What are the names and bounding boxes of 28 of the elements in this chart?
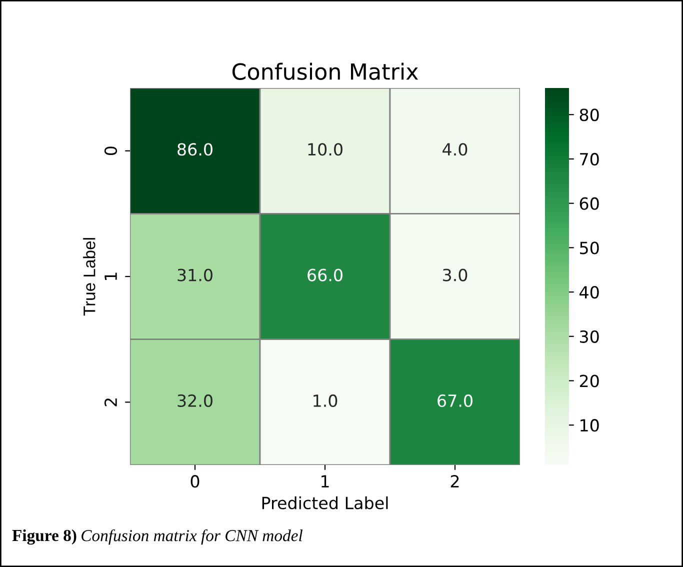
color-bar-label: 20 [580, 374, 599, 388]
color-bar-label: 40 [580, 286, 599, 299]
data-label: 67.0 [438, 394, 472, 408]
x-tick-label: 2 [450, 475, 459, 488]
x-tick-label: 1 [322, 475, 329, 488]
data-label: 1.0 [314, 394, 338, 408]
data-label: 66.0 [308, 268, 342, 282]
color-bar-label: 10 [580, 419, 599, 432]
color-bar-label: 70 [580, 152, 599, 166]
color-bar-label: 60 [580, 197, 599, 210]
chart-title: Confusion Matrix [232, 62, 418, 80]
x-tick-label: 0 [190, 475, 200, 488]
color-bar-label: 80 [580, 108, 599, 122]
text: Confusion matrix for CNN model [82, 529, 302, 545]
data-label: 3.0 [443, 268, 468, 282]
data-label: 10.0 [308, 143, 342, 156]
y-tick-label: 2 [104, 398, 117, 406]
y-axis-title: True Label [83, 238, 96, 316]
color-bar-label: 30 [580, 330, 599, 343]
data-label: 86.0 [178, 143, 212, 156]
color-bar-label: 50 [580, 242, 599, 254]
caption: Figure 8) [12, 529, 76, 545]
data-label: 4.0 [442, 143, 468, 156]
data-label: 32.0 [178, 394, 212, 408]
data-label: 31.0 [178, 268, 212, 282]
y-tick-label: 1 [104, 272, 117, 280]
x-axis-title: Predicted Label [262, 496, 388, 510]
y-tick-label: 0 [104, 146, 118, 156]
